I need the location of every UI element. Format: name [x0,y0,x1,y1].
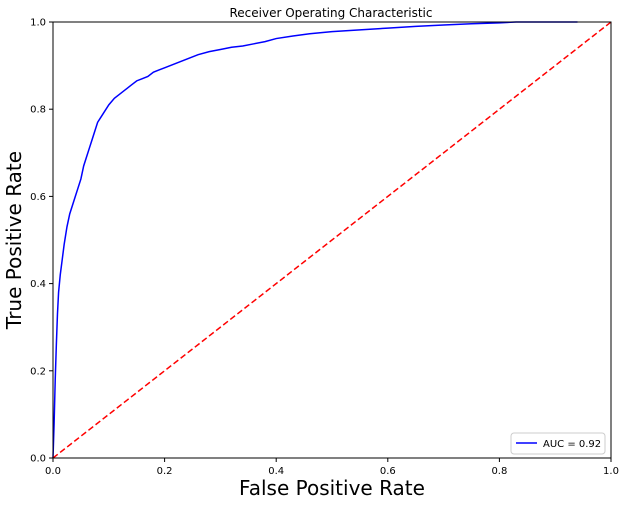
y-tick-label: 1.0 [30,18,46,29]
plot-frame [52,21,612,459]
legend-label-auc: AUC = 0.92 [543,439,601,450]
chance-diagonal-line [52,21,612,459]
y-tick-label: 0.8 [30,105,46,116]
x-tick-label: 0.8 [491,466,507,477]
plot-area [52,21,612,459]
x-axis-label: False Positive Rate [239,476,425,500]
legend-box [510,432,606,455]
legend: AUC = 0.92 [510,432,606,455]
x-tick-label: 0.2 [157,466,173,477]
chart-title: Receiver Operating Characteristic [229,6,432,20]
x-tick-label: 0.4 [268,466,284,477]
y-tick-label: 0.6 [30,192,46,203]
x-axis-ticks: 0.0 0.2 0.4 0.6 0.8 1.0 [45,458,619,477]
y-tick-label: 0.4 [30,279,46,290]
x-tick-label: 1.0 [603,466,619,477]
series-layer [52,21,612,459]
roc-curve-line [52,21,578,459]
y-tick-label: 0.2 [30,366,46,377]
y-tick-label: 0.0 [30,454,46,465]
x-tick-label: 0.0 [45,466,61,477]
x-tick-label: 0.6 [380,466,396,477]
y-axis-ticks: 0.0 0.2 0.4 0.6 0.8 1.0 [30,18,53,465]
y-axis-label: True Positive Rate [2,151,26,330]
